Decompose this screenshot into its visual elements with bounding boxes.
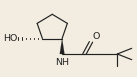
Text: HO: HO: [3, 34, 17, 43]
Text: NH: NH: [55, 58, 69, 67]
Polygon shape: [60, 38, 65, 54]
Text: O: O: [93, 32, 100, 41]
